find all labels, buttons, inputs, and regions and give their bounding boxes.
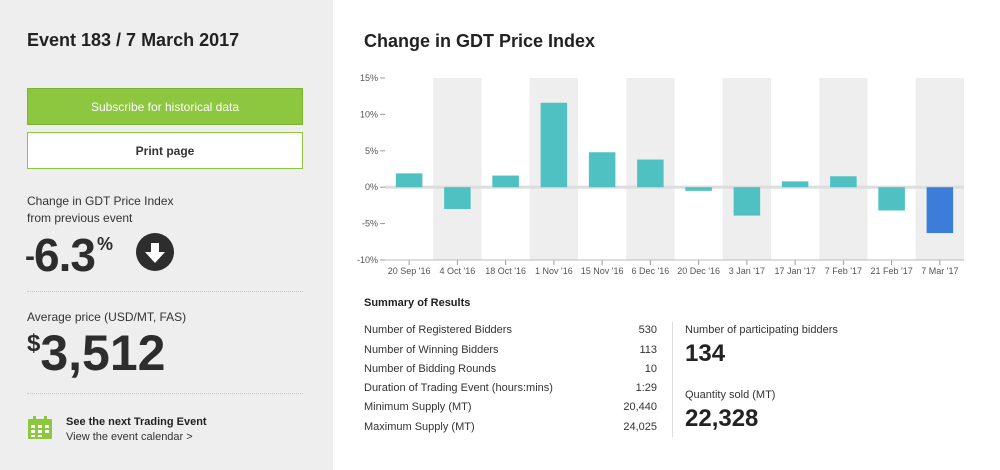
price-number: 3,512: [40, 325, 166, 381]
summary-row-label: Duration of Trading Event (hours:mins): [364, 382, 553, 394]
summary-row: Minimum Supply (MT) 20,440: [364, 401, 657, 413]
bar: [540, 102, 568, 188]
summary-row: Number of Winning Bidders 113: [364, 344, 657, 356]
summary-row-label: Number of Registered Bidders: [364, 324, 512, 336]
summary-row-label: Number of Bidding Rounds: [364, 363, 497, 375]
summary-title: Summary of Results: [364, 297, 471, 309]
change-unit: %: [96, 234, 113, 254]
bar: [685, 187, 712, 191]
arrow-down-circle-icon: [136, 233, 174, 271]
bar: [830, 176, 857, 188]
summary-row-value: 24,025: [623, 421, 657, 433]
x-tick-label: 20 Sep '16: [388, 266, 431, 276]
bar: [878, 187, 905, 211]
summary-row-value: 113: [639, 344, 657, 356]
summary-row: Number of Bidding Rounds 10: [364, 363, 657, 375]
quantity-sold-value: 22,328: [685, 405, 759, 432]
price-index-chart: -10% -5% 0% 5% 10% 15% 20 Sep '16 4 Oct '16 18 O…: [357, 73, 964, 276]
summary-row-label: Number of Winning Bidders: [364, 344, 499, 356]
chart-band: [819, 78, 868, 260]
calendar-icon: [27, 416, 53, 440]
summary-row: Maximum Supply (MT) 24,025: [364, 421, 657, 433]
x-tick-label: 7 Mar '17: [921, 266, 958, 276]
bar: [733, 187, 761, 216]
y-tick-label: -5%: [362, 219, 378, 229]
event-title: Event 183 / 7 March 2017: [27, 30, 240, 50]
x-tick-label: 15 Nov '16: [581, 266, 624, 276]
bar: [637, 159, 664, 188]
x-tick-label: 4 Oct '16: [440, 266, 476, 276]
bar: [926, 187, 954, 234]
divider: [27, 291, 303, 292]
x-tick-label: 21 Feb '17: [871, 266, 913, 276]
bar: [395, 173, 423, 188]
divider: [27, 393, 303, 394]
y-tick-label: -10%: [357, 255, 378, 265]
y-tick-label: 15%: [360, 73, 378, 83]
y-tick-label: 10%: [360, 109, 378, 119]
participating-bidders-value: 134: [685, 340, 726, 367]
x-tick-label: 7 Feb '17: [825, 266, 862, 276]
x-tick-label: 20 Dec '16: [677, 266, 720, 276]
x-tick-label: 17 Jan '17: [774, 266, 815, 276]
summary-row-label: Maximum Supply (MT): [364, 421, 475, 433]
change-label: Change in GDT Price Index: [27, 194, 174, 208]
change-label-sub: from previous event: [27, 211, 133, 225]
y-tick-label: 0%: [365, 182, 378, 192]
price-value: $3,512: [27, 324, 165, 382]
print-button[interactable]: Print page: [27, 132, 303, 169]
summary-row: Number of Registered Bidders 530: [364, 324, 657, 336]
change-number: 6.3: [34, 229, 96, 281]
summary-divider: [672, 322, 673, 437]
bar: [588, 152, 616, 188]
change-sign: -: [25, 240, 35, 273]
event-summary-panel: Event 183 / 7 March 2017 Subscribe for h…: [0, 0, 333, 470]
bar: [444, 187, 471, 210]
y-tick-label: 5%: [365, 146, 378, 156]
summary-row-value: 530: [638, 324, 657, 336]
summary-row-value: 20,440: [623, 401, 657, 413]
chart-band: [433, 78, 482, 260]
participating-bidders-label: Number of participating bidders: [685, 324, 838, 336]
zero-line: [385, 185, 964, 189]
chart-title: Change in GDT Price Index: [364, 31, 596, 51]
bar: [781, 181, 809, 188]
summary-row-value: 1:29: [635, 382, 657, 394]
chart-band: [722, 78, 771, 260]
x-tick-label: 6 Dec '16: [632, 266, 670, 276]
bar: [492, 175, 519, 188]
summary-row-label: Minimum Supply (MT): [364, 401, 472, 413]
next-event-title: See the next Trading Event: [66, 416, 207, 428]
price-currency: $: [27, 330, 41, 357]
x-tick-label: 3 Jan '17: [729, 266, 765, 276]
subscribe-button[interactable]: Subscribe for historical data: [27, 88, 303, 125]
quantity-sold-label: Quantity sold (MT): [685, 389, 776, 401]
price-label: Average price (USD/MT, FAS): [27, 310, 187, 324]
x-tick-label: 1 Nov '16: [535, 266, 573, 276]
summary-row: Duration of Trading Event (hours:mins) 1:…: [364, 382, 657, 394]
event-calendar-link[interactable]: View the event calendar >: [66, 431, 193, 443]
x-tick-label: 18 Oct '16: [485, 266, 526, 276]
summary-row-value: 10: [644, 363, 657, 375]
change-value: -6.3%: [25, 228, 113, 282]
